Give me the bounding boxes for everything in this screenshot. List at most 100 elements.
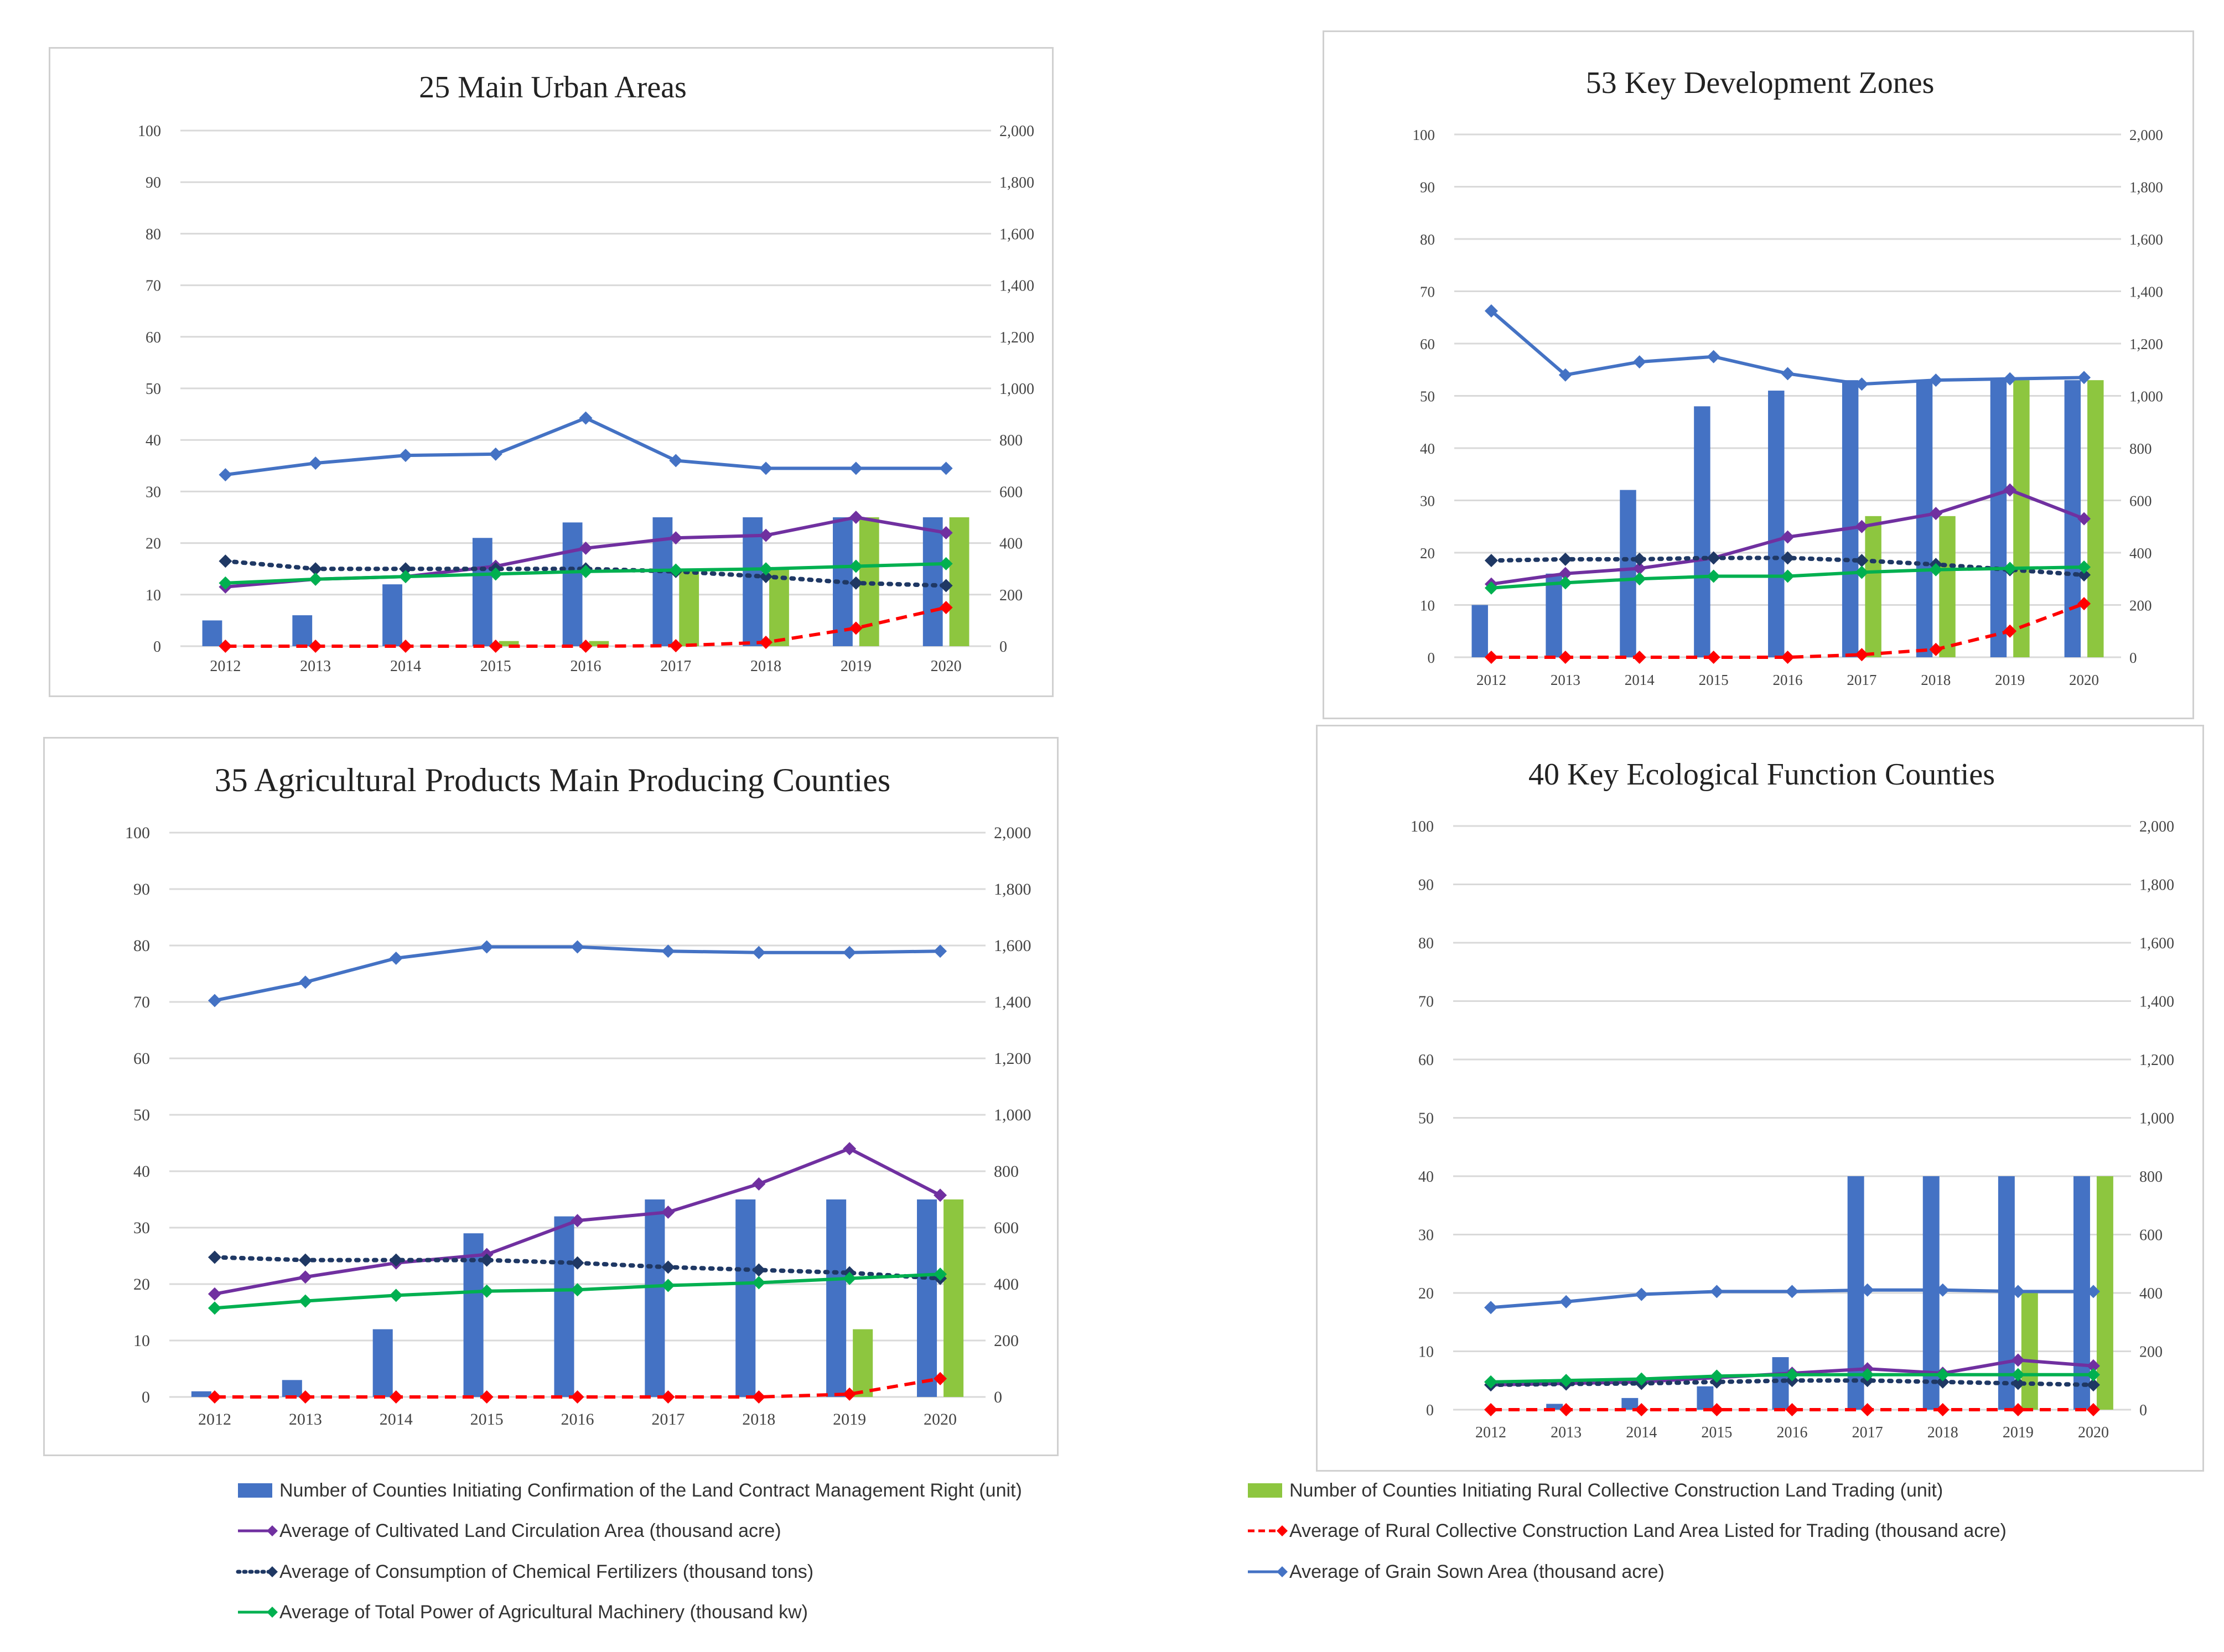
- y-left-tick-label: 90: [133, 880, 150, 898]
- x-tick-label: 2020: [2069, 672, 2099, 688]
- point-rural_land: [1710, 1403, 1724, 1416]
- y-left-tick-label: 40: [133, 1162, 150, 1181]
- x-tick-label: 2012: [1475, 1424, 1506, 1441]
- bar-contract: [1842, 380, 1859, 657]
- y-right-tick-label: 1,800: [994, 880, 1031, 898]
- x-tick-label: 2013: [300, 658, 331, 675]
- point-rural_land: [208, 1390, 221, 1404]
- y-left-tick-label: 10: [146, 587, 161, 604]
- point-grain: [759, 461, 773, 475]
- point-rural_land: [309, 640, 323, 653]
- x-tick-label: 2017: [1852, 1424, 1883, 1441]
- y-right-tick-label: 800: [994, 1162, 1019, 1181]
- y-right-tick-label: 1,600: [994, 937, 1031, 955]
- x-tick-label: 2014: [1625, 672, 1655, 688]
- point-machinery: [1860, 1368, 1874, 1381]
- point-rural_land: [1632, 651, 1646, 664]
- x-tick-label: 2018: [1927, 1424, 1958, 1441]
- y-right-tick-label: 1,400: [2129, 284, 2163, 300]
- x-tick-label: 2017: [660, 658, 691, 675]
- x-tick-label: 2020: [924, 1410, 957, 1428]
- point-grain: [2077, 371, 2091, 385]
- point-fertilizer: [2011, 1376, 2025, 1390]
- point-grain: [1860, 1283, 1874, 1297]
- x-tick-label: 2020: [2078, 1424, 2109, 1441]
- point-grain: [1632, 355, 1646, 369]
- point-grain: [934, 944, 947, 958]
- point-grain: [2003, 372, 2017, 386]
- point-machinery: [1484, 1375, 1498, 1389]
- y-left-tick-label: 30: [1420, 493, 1435, 510]
- point-machinery: [759, 562, 773, 576]
- point-rural_land: [669, 639, 683, 653]
- bar-contract: [1620, 490, 1636, 657]
- point-grain: [2086, 1285, 2100, 1298]
- y-left-tick-label: 100: [138, 123, 161, 140]
- point-machinery: [1632, 572, 1646, 586]
- y-right-tick-label: 1,400: [999, 278, 1034, 295]
- point-rural_land: [1860, 1403, 1874, 1416]
- bar-contract: [1990, 380, 2007, 657]
- point-fertilizer: [1855, 554, 1869, 568]
- y-right-tick-label: 2,000: [2139, 818, 2174, 835]
- y-left-tick-label: 70: [1420, 284, 1435, 300]
- point-machinery: [571, 1283, 584, 1297]
- y-right-tick-label: 0: [2129, 650, 2137, 666]
- chart-title: 35 Agricultural Products Main Producing …: [215, 762, 891, 798]
- point-fertilizer: [219, 554, 232, 568]
- x-tick-label: 2014: [380, 1410, 413, 1428]
- legend-item-rural_land: Average of Rural Collective Construction…: [1248, 1520, 2007, 1541]
- y-left-tick-label: 100: [1411, 818, 1434, 835]
- point-fertilizer: [1936, 1375, 1950, 1389]
- point-fertilizer: [759, 570, 773, 584]
- y-right-tick-label: 800: [2139, 1168, 2163, 1186]
- chart-title: 25 Main Urban Areas: [419, 70, 687, 105]
- point-fertilizer: [389, 1253, 403, 1267]
- point-rural_land: [489, 640, 502, 653]
- point-grain: [1929, 373, 1943, 387]
- legend-marker: [267, 1607, 278, 1618]
- point-grain: [389, 951, 403, 965]
- point-machinery: [934, 1267, 947, 1281]
- point-circulation: [1929, 507, 1943, 521]
- point-machinery: [489, 567, 502, 581]
- bar-contract: [562, 522, 583, 646]
- x-tick-label: 2013: [1551, 672, 1580, 688]
- point-rural_land: [843, 1387, 857, 1401]
- y-right-tick-label: 400: [999, 536, 1023, 553]
- point-rural_land: [2003, 624, 2017, 638]
- point-grain: [398, 449, 412, 463]
- point-circulation: [2077, 512, 2091, 526]
- y-left-tick-label: 60: [1418, 1052, 1434, 1069]
- point-rural_land: [1929, 642, 1943, 656]
- y-left-tick-label: 60: [146, 329, 161, 346]
- x-tick-label: 2013: [1551, 1424, 1582, 1441]
- point-circulation: [298, 1270, 312, 1284]
- point-machinery: [480, 1284, 494, 1298]
- bar-contract: [554, 1216, 574, 1397]
- point-machinery: [208, 1301, 221, 1315]
- point-fertilizer: [1781, 551, 1795, 565]
- x-tick-label: 2012: [198, 1410, 231, 1428]
- y-right-tick-label: 600: [999, 484, 1023, 501]
- y-left-tick-label: 30: [133, 1219, 150, 1237]
- y-right-tick-label: 1,800: [2139, 877, 2174, 894]
- y-left-tick-label: 0: [1426, 1402, 1434, 1419]
- y-right-tick-label: 200: [994, 1332, 1019, 1350]
- point-machinery: [1936, 1368, 1950, 1381]
- point-circulation: [759, 528, 773, 542]
- y-right-tick-label: 200: [2139, 1344, 2163, 1361]
- point-grain: [752, 946, 766, 959]
- y-left-tick-label: 30: [146, 484, 161, 501]
- point-grain: [1558, 368, 1572, 382]
- point-fertilizer: [571, 1256, 584, 1270]
- point-grain: [1635, 1287, 1648, 1301]
- bar-contract: [1697, 1386, 1714, 1410]
- point-rural_land: [219, 640, 232, 653]
- point-fertilizer: [309, 562, 323, 576]
- chart-svg: 25 Main Urban Areas 0 10 20 30 40 50 60 70 80 90 10…: [138, 70, 1034, 675]
- legend-marker: [1277, 1525, 1288, 1536]
- point-circulation: [2003, 483, 2017, 497]
- x-tick-label: 2015: [1701, 1424, 1732, 1441]
- point-grain: [1855, 377, 1869, 391]
